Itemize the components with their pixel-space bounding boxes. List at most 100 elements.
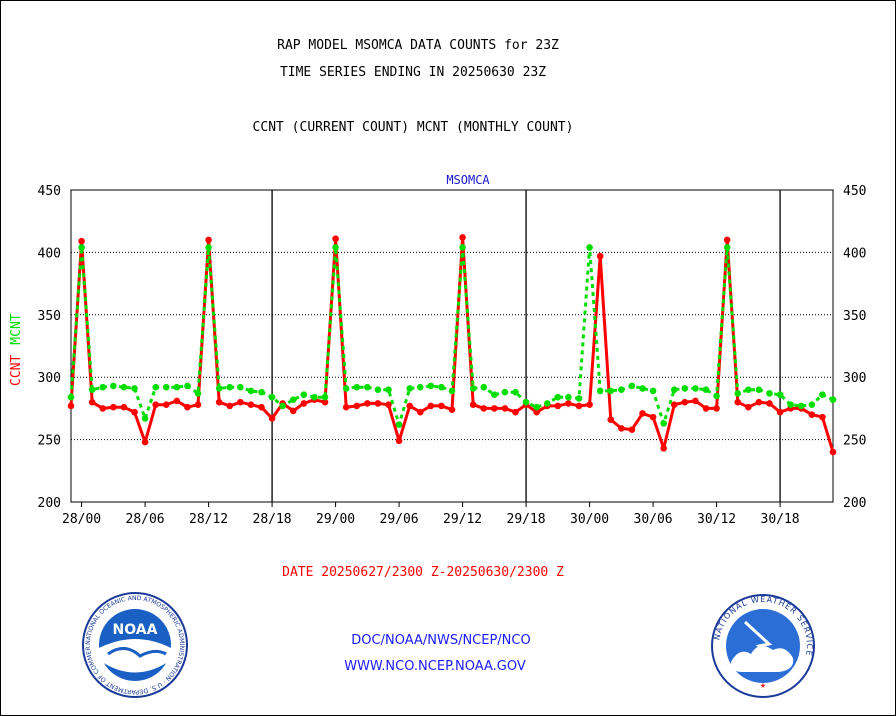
data-point-mcnt — [713, 392, 720, 400]
data-point-mcnt — [268, 393, 276, 401]
y-tick-label-left: 200 — [38, 496, 61, 511]
y-tick-label-right: 450 — [843, 184, 866, 199]
org-text: DOC/NOAA/NWS/NCEP/NCO — [351, 633, 531, 648]
data-point-mcnt — [184, 382, 191, 390]
y-axis-label-mcnt: MCNT — [9, 313, 24, 344]
data-point-ccnt — [406, 402, 413, 410]
data-point-mcnt — [459, 244, 466, 251]
data-point-mcnt — [385, 386, 392, 393]
data-point-mcnt — [554, 393, 562, 401]
data-point-mcnt — [723, 244, 731, 251]
data-point-mcnt — [766, 390, 773, 397]
data-point-ccnt — [533, 408, 540, 416]
y-tick-label-left: 350 — [38, 309, 61, 324]
data-point-mcnt — [395, 421, 403, 428]
data-point-ccnt — [702, 405, 710, 412]
data-point-mcnt — [120, 383, 128, 391]
data-point-ccnt — [120, 403, 128, 411]
data-point-ccnt — [575, 402, 583, 410]
data-point-ccnt — [268, 415, 276, 422]
x-tick-label: 29/00 — [316, 512, 355, 527]
data-point-ccnt — [819, 413, 826, 421]
data-point-ccnt — [205, 236, 212, 244]
data-point-ccnt — [131, 408, 138, 416]
data-point-mcnt — [491, 391, 498, 398]
data-point-ccnt — [692, 397, 699, 405]
data-point-ccnt — [364, 400, 371, 407]
data-point-mcnt — [787, 401, 794, 408]
data-point-mcnt — [575, 395, 583, 402]
chart-title-line-1: RAP MODEL MSOMCA DATA COUNTS for 23Z — [277, 38, 559, 53]
data-point-mcnt — [533, 403, 540, 411]
data-point-ccnt — [554, 402, 562, 410]
noaa-logo: NOAA NATIONAL OCEANIC AND ATMOSPHERIC AD… — [80, 590, 188, 698]
data-point-mcnt — [660, 420, 667, 427]
data-point-mcnt — [152, 383, 159, 391]
y-axis-label: CCNT MCNT — [9, 313, 24, 386]
data-point-ccnt — [321, 398, 329, 406]
data-point-mcnt — [237, 383, 244, 391]
data-point-ccnt — [639, 410, 646, 417]
data-point-ccnt — [586, 401, 593, 408]
data-point-ccnt — [258, 403, 265, 411]
data-point-mcnt — [448, 387, 456, 395]
data-point-ccnt — [670, 401, 678, 408]
data-point-mcnt — [702, 386, 710, 393]
data-point-mcnt — [342, 385, 350, 392]
data-point-mcnt — [226, 383, 234, 391]
data-point-ccnt — [734, 398, 742, 406]
y-tick-label-right: 400 — [843, 246, 866, 261]
data-point-mcnt — [416, 383, 424, 391]
data-point-mcnt — [745, 386, 752, 393]
data-point-mcnt — [215, 385, 223, 392]
data-point-ccnt — [480, 405, 488, 412]
x-tick-label: 28/18 — [253, 512, 292, 527]
data-point-mcnt — [628, 382, 636, 390]
data-point-ccnt — [427, 402, 435, 410]
url-text: WWW.NCO.NCEP.NOAA.GOV — [344, 659, 526, 674]
data-point-ccnt — [755, 398, 763, 406]
y-tick-label-right: 350 — [843, 309, 866, 324]
data-point-ccnt — [501, 405, 509, 412]
data-point-mcnt — [321, 393, 329, 401]
data-point-ccnt — [776, 408, 784, 416]
data-point-mcnt — [162, 383, 170, 391]
data-point-ccnt — [395, 437, 403, 445]
data-point-ccnt — [99, 405, 107, 412]
data-point-mcnt — [88, 386, 96, 393]
data-point-ccnt — [469, 401, 477, 408]
data-point-mcnt — [639, 385, 646, 392]
y-tick-label-right: 300 — [843, 371, 866, 386]
x-tick-label: 28/12 — [189, 512, 228, 527]
star-icon: ★ — [760, 680, 766, 691]
x-tick-label: 29/18 — [507, 512, 546, 527]
data-point-mcnt — [311, 393, 318, 401]
noaa-logo-text: NOAA — [113, 622, 158, 638]
data-point-mcnt — [776, 391, 784, 398]
data-point-mcnt — [141, 415, 149, 422]
plot-area-border — [70, 189, 834, 503]
data-point-mcnt — [78, 244, 85, 251]
data-point-mcnt — [586, 244, 593, 251]
data-point-mcnt — [670, 386, 678, 393]
data-point-ccnt — [723, 236, 731, 244]
y-tick-label-left: 250 — [38, 434, 61, 449]
data-point-mcnt — [681, 385, 689, 392]
data-point-mcnt — [480, 383, 488, 391]
data-point-ccnt — [649, 413, 657, 421]
data-point-ccnt — [152, 401, 159, 408]
data-point-ccnt — [596, 252, 604, 260]
data-point-ccnt — [173, 397, 181, 405]
data-point-mcnt — [247, 387, 255, 395]
data-point-mcnt — [99, 383, 107, 391]
x-tick-label: 29/06 — [380, 512, 419, 527]
chart-title-line-3: CCNT (CURRENT COUNT) MCNT (MONTHLY COUNT… — [252, 120, 574, 135]
y-axis-label-ccnt: CCNT — [9, 355, 24, 386]
data-point-ccnt — [194, 401, 202, 408]
data-point-mcnt — [649, 387, 657, 395]
data-point-ccnt — [618, 425, 625, 432]
data-point-ccnt — [385, 401, 392, 408]
data-point-ccnt — [247, 401, 255, 408]
data-point-mcnt — [131, 385, 138, 392]
